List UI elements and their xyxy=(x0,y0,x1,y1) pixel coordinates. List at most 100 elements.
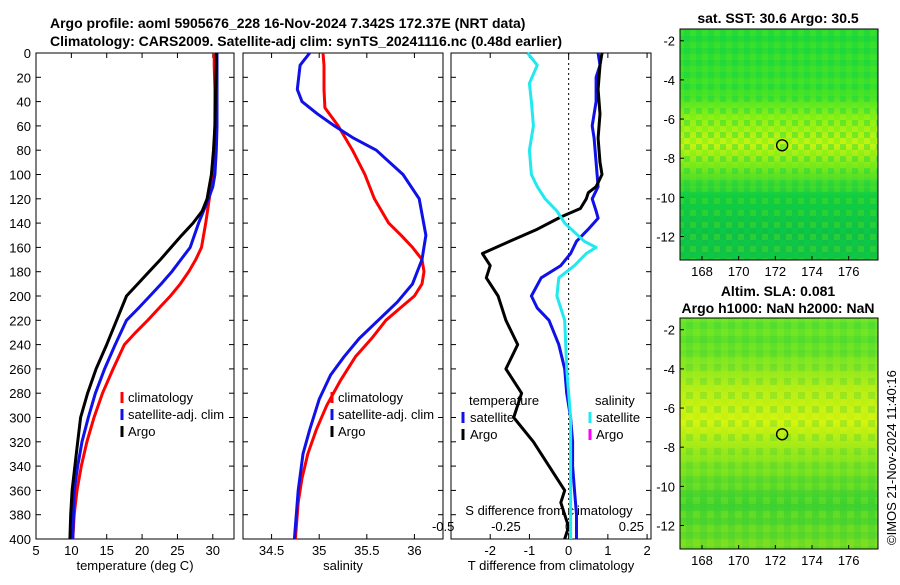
sla-map-ytick-label: -6 xyxy=(663,401,675,416)
salinity-legend-label: Argo xyxy=(338,424,365,439)
temperature-xlabel: temperature (deg C) xyxy=(76,558,193,573)
difference-xtick-label: -1 xyxy=(524,543,536,558)
depth-tick-label: 220 xyxy=(9,313,31,328)
sla-map-xtick-label: 170 xyxy=(728,553,750,568)
figure-title-line1: Argo profile: aoml 5905676_228 16-Nov-20… xyxy=(50,15,525,31)
depth-tick-label: 240 xyxy=(9,338,31,353)
sst-map-texture xyxy=(680,29,878,260)
temperature-xtick-label: 30 xyxy=(206,543,220,558)
depth-tick-label: 360 xyxy=(9,483,31,498)
sst-map-ytick-label: -2 xyxy=(663,34,675,49)
sst-map-ytick-label: -6 xyxy=(663,112,675,127)
depth-tick-label: 160 xyxy=(9,240,31,255)
imos-timestamp: ©IMOS 21-Nov-2024 11:40:16 xyxy=(884,370,899,545)
difference-series-line xyxy=(526,52,598,539)
temperature-xtick-label: 15 xyxy=(99,543,113,558)
sst-map-frame xyxy=(679,28,879,261)
sla-map-subtitle: Argo h1000: NaN h2000: NaN xyxy=(682,300,875,316)
temperature-series-line xyxy=(71,53,217,540)
sla-map-xtick-label: 174 xyxy=(801,553,823,568)
sst-map-ytick-label: -8 xyxy=(663,151,675,166)
difference-xtick-label: -2 xyxy=(484,543,496,558)
difference-legend-salinity-title: salinity xyxy=(595,393,635,408)
salinity-xlabel: salinity xyxy=(323,558,363,573)
difference-xtick-label: 0 xyxy=(565,543,572,558)
salinity-series-line xyxy=(293,52,426,540)
sla-map-frame xyxy=(679,317,879,550)
depth-tick-label: 120 xyxy=(9,192,31,207)
depth-tick-label: 20 xyxy=(17,70,31,85)
temperature-legend-label: Argo xyxy=(128,424,155,439)
difference-legend-temperature-title: temperature xyxy=(469,393,539,408)
sla-map-title: Altim. SLA: 0.081 xyxy=(721,283,836,299)
sst-map-xtick-label: 170 xyxy=(728,264,750,279)
salinity-series-line xyxy=(292,52,428,540)
difference-series-line xyxy=(529,52,602,539)
sst-map-ytick-label: -10 xyxy=(656,190,675,205)
sst-map-ytick-label: -12 xyxy=(656,230,675,245)
difference-legend-label: satellite xyxy=(470,410,514,425)
sst-map-ytick-label: -4 xyxy=(663,73,675,88)
salinity-panel: 34.5 35 35.5 36 salinity climatology satellite… xyxy=(242,52,444,573)
depth-tick-label: 200 xyxy=(9,289,31,304)
difference-series-line xyxy=(480,52,604,540)
depth-tick-label: 180 xyxy=(9,265,31,280)
salinity-legend-label: satellite-adj. clim xyxy=(338,407,434,422)
difference-xtick-label: 1 xyxy=(604,543,611,558)
sla-map-xtick-label: 168 xyxy=(691,553,713,568)
temperature-xtick-label: 25 xyxy=(170,543,184,558)
salinity-xtick-label: 35.5 xyxy=(354,543,379,558)
depth-tick-label: 320 xyxy=(9,435,31,450)
sst-map-xtick-label: 174 xyxy=(801,264,823,279)
depth-tick-label: 0 xyxy=(24,46,31,61)
sla-map-ytick-label: -10 xyxy=(656,479,675,494)
depth-tick-label: 280 xyxy=(9,386,31,401)
difference-legend-label: Argo xyxy=(596,427,623,442)
salinity-difference-tick-label: -0.25 xyxy=(491,519,521,534)
temperature-xtick-label: 5 xyxy=(32,543,39,558)
difference-legend-label: satellite xyxy=(596,410,640,425)
depth-tick-label: 60 xyxy=(17,119,31,134)
depth-tick-label: 100 xyxy=(9,168,31,183)
sst-map-xtick-label: 176 xyxy=(838,264,860,279)
depth-tick-label: 140 xyxy=(9,216,31,231)
depth-tick-label: 300 xyxy=(9,411,31,426)
sst-map-xtick-label: 168 xyxy=(691,264,713,279)
sla-map-ytick-label: -2 xyxy=(663,323,675,338)
salinity-difference-tick-label: -0.5 xyxy=(432,519,454,534)
argo-float-location-marker xyxy=(775,139,789,152)
salinity-difference-tick-label: 0.25 xyxy=(619,519,644,534)
sla-map: Altim. SLA: 0.081 Argo h1000: NaN h2000:… xyxy=(656,283,879,568)
depth-tick-label: 340 xyxy=(9,459,31,474)
difference-xtick-label: 2 xyxy=(643,543,650,558)
temperature-panel: 0 20 40 60 80 100 120 140 160 180 200 220 240 260 280 3… xyxy=(9,46,235,573)
depth-tick-label: 80 xyxy=(17,143,31,158)
argo-float-location-marker xyxy=(775,428,789,441)
temperature-xtick-label: 10 xyxy=(64,543,78,558)
sst-map: sat. SST: 30.6 Argo: 30.5 168 170 172 174 17… xyxy=(656,10,879,279)
depth-tick-label: 260 xyxy=(9,362,31,377)
sla-map-xtick-label: 176 xyxy=(838,553,860,568)
sla-map-ytick-label: -12 xyxy=(656,519,675,534)
temperature-axes-frame xyxy=(35,52,235,540)
temperature-series-line xyxy=(71,53,219,540)
temperature-xtick-label: 20 xyxy=(135,543,149,558)
temperature-legend-label: climatology xyxy=(128,390,194,405)
salinity-difference-axis-label: S difference from climatology xyxy=(465,503,633,518)
sst-map-title: sat. SST: 30.6 Argo: 30.5 xyxy=(697,10,859,26)
salinity-legend-label: climatology xyxy=(338,390,404,405)
salinity-xtick-label: 35 xyxy=(312,543,326,558)
sla-map-ytick-label: -4 xyxy=(663,362,675,377)
depth-tick-label: 380 xyxy=(9,508,31,523)
salinity-xtick-label: 34.5 xyxy=(259,543,284,558)
difference-xlabel: T difference from climatology xyxy=(468,558,635,573)
depth-tick-label: 40 xyxy=(17,95,31,110)
depth-tick-label: 400 xyxy=(9,532,31,547)
sst-map-xtick-label: 172 xyxy=(764,264,786,279)
figure-title-line2: Climatology: CARS2009. Satellite-adj cli… xyxy=(50,33,562,49)
temperature-legend-label: satellite-adj. clim xyxy=(128,407,224,422)
sla-map-ytick-label: -8 xyxy=(663,440,675,455)
sla-map-texture xyxy=(680,318,878,549)
